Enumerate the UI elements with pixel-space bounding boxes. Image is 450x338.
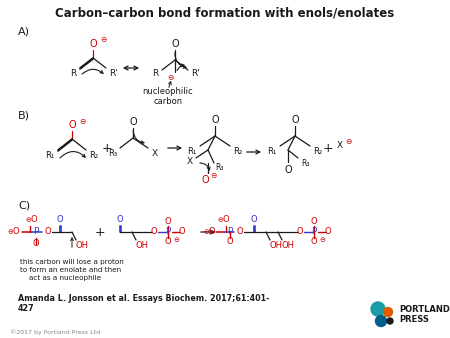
Text: O: O <box>325 227 331 237</box>
Text: O: O <box>251 216 257 224</box>
Text: R': R' <box>192 70 200 78</box>
Text: R': R' <box>110 69 118 77</box>
Text: O: O <box>209 227 215 237</box>
Text: ⊖: ⊖ <box>217 217 223 223</box>
Text: X: X <box>152 148 158 158</box>
Text: P: P <box>227 227 233 237</box>
Text: O: O <box>310 217 317 226</box>
Text: R₃: R₃ <box>216 164 224 172</box>
Text: R₂: R₂ <box>314 146 323 155</box>
Text: R: R <box>70 69 76 77</box>
Text: P: P <box>33 227 39 237</box>
Text: nucleophilic: nucleophilic <box>143 88 194 97</box>
Text: X: X <box>187 158 193 167</box>
Text: O: O <box>89 39 97 49</box>
Text: R₃: R₃ <box>108 148 117 158</box>
Text: ⊖: ⊖ <box>79 117 85 125</box>
Text: ⊖: ⊖ <box>25 217 31 223</box>
Text: to form an enolate and then: to form an enolate and then <box>20 267 121 273</box>
Text: O: O <box>310 238 317 246</box>
Text: O: O <box>297 227 303 237</box>
Text: ⊖: ⊖ <box>100 35 106 45</box>
Circle shape <box>387 318 393 324</box>
Text: O: O <box>117 216 123 224</box>
Text: +: + <box>102 142 112 154</box>
Text: R: R <box>152 70 158 78</box>
Text: O: O <box>223 216 230 224</box>
Text: P: P <box>311 227 317 237</box>
Text: O: O <box>201 175 209 185</box>
Text: ⊖: ⊖ <box>319 237 325 243</box>
Text: O: O <box>165 238 171 246</box>
Text: R₁: R₁ <box>45 151 54 161</box>
Text: B): B) <box>18 110 30 120</box>
Text: C): C) <box>18 200 30 210</box>
Text: P: P <box>165 227 171 237</box>
Text: R₂: R₂ <box>234 146 243 155</box>
Text: OH: OH <box>282 241 294 250</box>
Text: O: O <box>31 216 37 224</box>
Text: O: O <box>165 217 171 226</box>
Text: Amanda L. Jonsson et al. Essays Biochem. 2017;61:401-
427: Amanda L. Jonsson et al. Essays Biochem.… <box>18 294 270 313</box>
Text: carbon: carbon <box>153 97 183 105</box>
Text: O: O <box>179 227 185 237</box>
Text: +: + <box>323 142 333 154</box>
Text: ⊖: ⊖ <box>7 229 13 235</box>
Text: O: O <box>171 39 179 49</box>
Text: O: O <box>13 227 19 237</box>
Text: ⊖: ⊖ <box>345 137 351 145</box>
Text: O: O <box>45 227 51 237</box>
Text: ⊖: ⊖ <box>210 171 216 180</box>
Text: OH: OH <box>270 241 283 250</box>
Text: O: O <box>291 115 299 125</box>
Text: X: X <box>337 141 343 149</box>
Text: R₁: R₁ <box>267 146 277 155</box>
Text: O: O <box>68 120 76 130</box>
Text: O: O <box>237 227 243 237</box>
Text: ⊖: ⊖ <box>167 73 173 82</box>
Text: O: O <box>284 165 292 175</box>
Text: ⊖: ⊖ <box>173 237 179 243</box>
Text: act as a nucleophile: act as a nucleophile <box>20 275 101 281</box>
Text: A): A) <box>18 27 30 37</box>
Text: O: O <box>227 238 233 246</box>
Text: OH: OH <box>76 241 89 250</box>
Text: PRESS: PRESS <box>399 314 429 323</box>
Text: O: O <box>151 227 157 237</box>
Text: +: + <box>94 225 105 239</box>
Text: O: O <box>33 240 39 248</box>
Circle shape <box>371 302 385 316</box>
Text: R₂: R₂ <box>90 150 99 160</box>
Text: PORTLAND: PORTLAND <box>399 305 450 314</box>
Text: O: O <box>57 216 63 224</box>
Text: this carbon will lose a proton: this carbon will lose a proton <box>20 259 124 265</box>
Text: Carbon–carbon bond formation with enols/enolates: Carbon–carbon bond formation with enols/… <box>55 6 395 20</box>
Text: O: O <box>211 115 219 125</box>
Text: ©2017 by Portland Press Ltd: ©2017 by Portland Press Ltd <box>10 329 100 335</box>
Text: ⊖: ⊖ <box>203 229 209 235</box>
Text: R₃: R₃ <box>301 159 309 168</box>
Text: R₁: R₁ <box>187 146 197 155</box>
Circle shape <box>383 308 392 316</box>
Text: OH: OH <box>135 241 148 250</box>
Circle shape <box>375 315 387 327</box>
Text: O: O <box>129 117 137 127</box>
